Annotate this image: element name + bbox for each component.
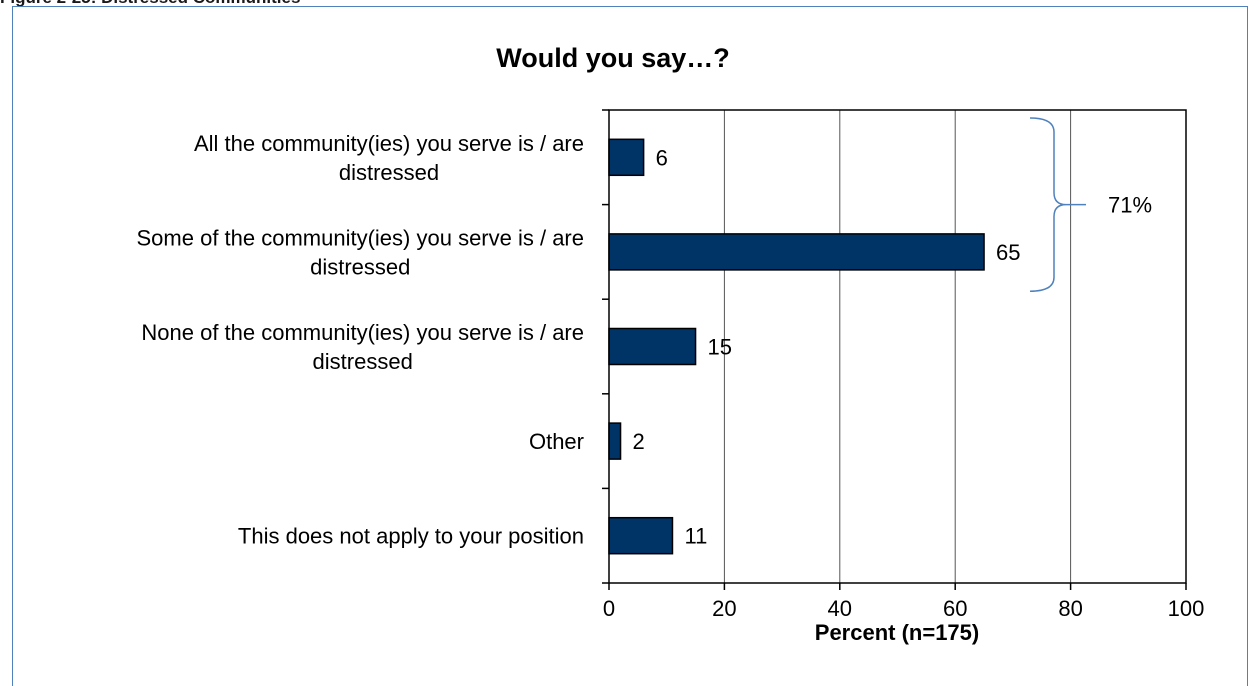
- chart-title: Would you say…?: [496, 43, 730, 73]
- category-label: None of the community(ies) you serve is …: [141, 320, 584, 345]
- bar: [608, 233, 985, 271]
- data-label: 6: [656, 145, 668, 170]
- labels: 0 20 40 60 80 100 6 All the community(ies) you …: [137, 131, 1205, 621]
- x-tick-label: 40: [828, 596, 852, 621]
- x-tick-label: 60: [943, 596, 967, 621]
- x-tick-label: 80: [1058, 596, 1082, 621]
- data-label: 15: [708, 335, 732, 360]
- category-label: All the community(ies) you serve is / ar…: [194, 131, 584, 156]
- data-label: 2: [633, 429, 645, 454]
- bar: [608, 327, 697, 366]
- bar: [608, 138, 645, 177]
- data-label: 11: [684, 524, 707, 549]
- bar: [608, 422, 622, 460]
- bars: [608, 138, 985, 555]
- category-label: Some of the community(ies) you serve is …: [137, 225, 585, 250]
- x-tick-label: 100: [1168, 596, 1205, 621]
- category-label: Other: [529, 429, 584, 454]
- x-tick-label: 0: [603, 596, 615, 621]
- category-label: distressed: [339, 160, 439, 185]
- data-label: 65: [996, 240, 1020, 265]
- x-axis-title: Percent (n=175): [815, 620, 979, 645]
- category-label: distressed: [310, 254, 410, 279]
- x-tick-label: 20: [712, 596, 736, 621]
- bar: [608, 516, 674, 555]
- plot-area-border: [608, 109, 1187, 584]
- category-label: This does not apply to your position: [238, 524, 584, 549]
- category-label: distressed: [313, 349, 413, 374]
- bracket-annotation: 71%: [1029, 117, 1152, 292]
- axes: [602, 109, 1187, 590]
- bracket: [1029, 117, 1067, 292]
- gridlines: [723, 110, 1072, 583]
- figure-caption: Figure 2-25: Distressed Communities: [0, 0, 300, 8]
- bracket-label: 71%: [1108, 193, 1152, 218]
- figure-frame: [12, 6, 1248, 686]
